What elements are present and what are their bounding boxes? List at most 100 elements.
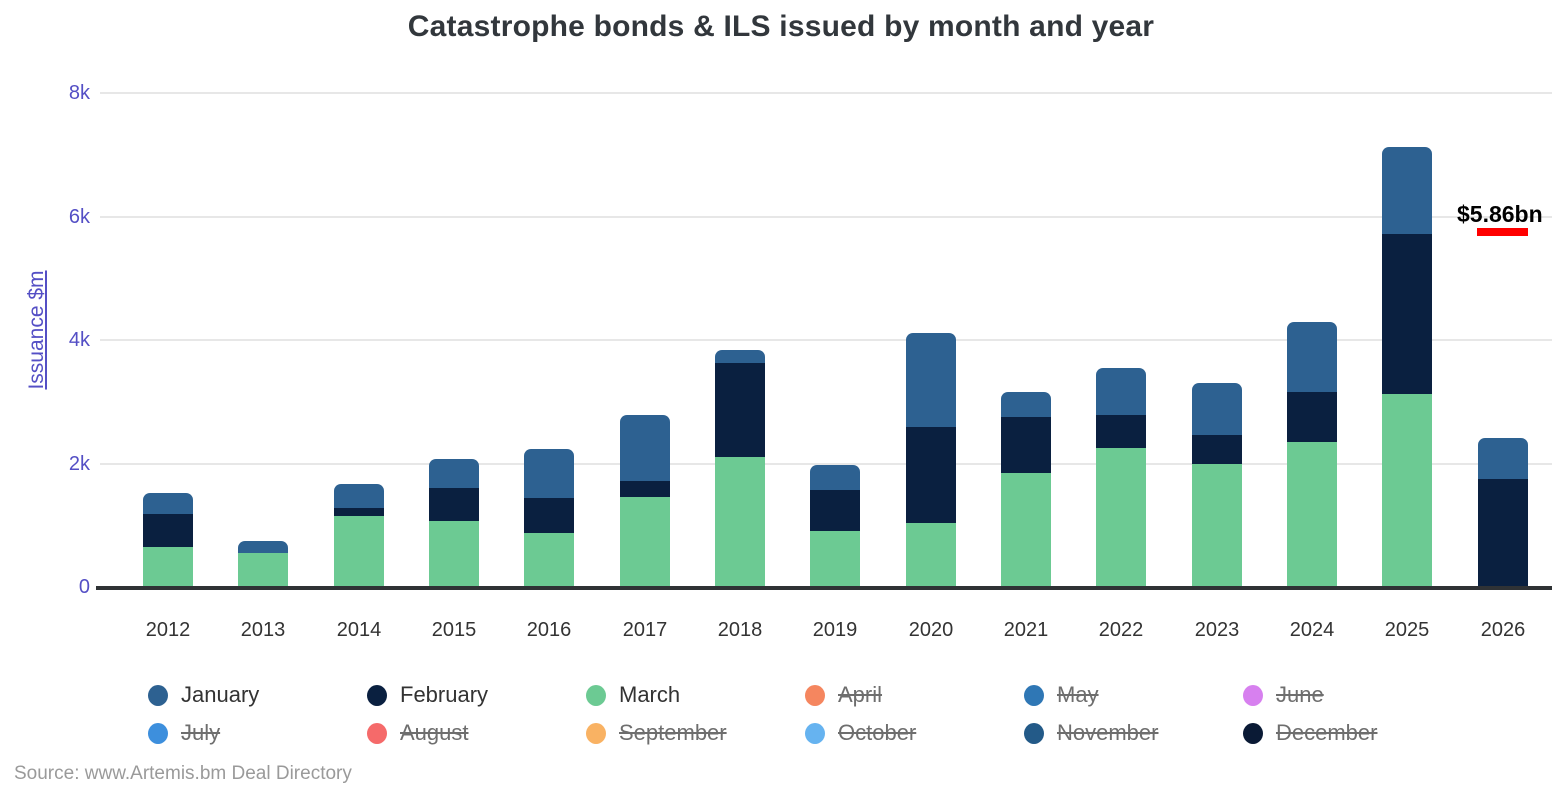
- legend-item-july[interactable]: July: [148, 718, 220, 748]
- x-axis-label-2015: 2015: [431, 619, 477, 641]
- bar-segment-february-2017[interactable]: [620, 481, 670, 497]
- bar-segment-february-2014[interactable]: [334, 508, 384, 516]
- x-axis-label-2012: 2012: [145, 619, 191, 641]
- legend-label: February: [400, 682, 489, 707]
- bar-segment-february-2019[interactable]: [810, 490, 860, 531]
- bar-segment-january-2013[interactable]: [238, 541, 288, 553]
- bar-segment-march-2015[interactable]: [429, 521, 479, 587]
- bar-segment-january-2018[interactable]: [715, 350, 765, 363]
- legend-item-february[interactable]: February: [367, 680, 488, 710]
- legend-swatch-december: [1243, 722, 1263, 744]
- gridline: [100, 92, 1552, 94]
- bar-segment-january-2022[interactable]: [1096, 368, 1146, 415]
- bar-segment-march-2016[interactable]: [524, 533, 574, 587]
- legend-label: April: [838, 682, 883, 707]
- bar-segment-march-2012[interactable]: [143, 547, 193, 587]
- legend-item-june[interactable]: June: [1243, 680, 1324, 710]
- x-axis-label-2024: 2024: [1289, 619, 1335, 641]
- legend-label: November: [1057, 720, 1159, 745]
- bar-segment-march-2014[interactable]: [334, 516, 384, 587]
- legend-item-november[interactable]: November: [1024, 718, 1158, 748]
- legend-swatch-february: [367, 684, 387, 706]
- bar-segment-february-2020[interactable]: [906, 427, 956, 523]
- legend-item-august[interactable]: August: [367, 718, 469, 748]
- bar-segment-february-2023[interactable]: [1192, 435, 1242, 464]
- x-axis-label-2026: 2026: [1480, 619, 1526, 641]
- bar-segment-january-2025[interactable]: [1382, 147, 1432, 234]
- bar-segment-march-2020[interactable]: [906, 523, 956, 587]
- y-axis-title: Issuance $m: [25, 270, 48, 390]
- bar-segment-march-2023[interactable]: [1192, 464, 1242, 587]
- x-axis-label-2013: 2013: [240, 619, 286, 641]
- x-axis-label-2021: 2021: [1003, 619, 1049, 641]
- bar-segment-january-2021[interactable]: [1001, 392, 1051, 417]
- y-axis-tick-label: 8k: [68, 82, 90, 104]
- bar-segment-march-2019[interactable]: [810, 531, 860, 587]
- bar-segment-february-2025[interactable]: [1382, 234, 1432, 394]
- legend-label: August: [400, 720, 469, 745]
- bar-segment-march-2018[interactable]: [715, 457, 765, 587]
- legend-item-december[interactable]: December: [1243, 718, 1377, 748]
- bar-segment-january-2016[interactable]: [524, 449, 574, 498]
- bar-segment-january-2012[interactable]: [143, 493, 193, 514]
- x-axis-line: [96, 586, 1552, 590]
- legend-item-september[interactable]: September: [586, 718, 727, 748]
- legend-item-march[interactable]: March: [586, 680, 680, 710]
- legend-swatch-march: [586, 684, 606, 706]
- legend-swatch-april: [805, 684, 825, 706]
- legend-item-april[interactable]: April: [805, 680, 882, 710]
- legend-label: March: [619, 682, 681, 707]
- bar-segment-march-2022[interactable]: [1096, 448, 1146, 587]
- bar-segment-february-2012[interactable]: [143, 514, 193, 547]
- x-axis-label-2019: 2019: [812, 619, 858, 641]
- bar-segment-january-2024[interactable]: [1287, 322, 1337, 392]
- bar-segment-march-2021[interactable]: [1001, 473, 1051, 587]
- bar-segment-march-2013[interactable]: [238, 553, 288, 587]
- legend-label: December: [1276, 720, 1378, 745]
- bar-segment-january-2017[interactable]: [620, 415, 670, 481]
- legend-item-may[interactable]: May: [1024, 680, 1099, 710]
- x-axis-label-2020: 2020: [908, 619, 954, 641]
- bar-segment-february-2021[interactable]: [1001, 417, 1051, 473]
- x-axis-label-2022: 2022: [1098, 619, 1144, 641]
- bar-segment-february-2024[interactable]: [1287, 392, 1337, 442]
- legend-label: January: [181, 682, 260, 707]
- gridline: [100, 339, 1552, 341]
- bar-segment-january-2015[interactable]: [429, 459, 479, 488]
- legend-swatch-january: [148, 684, 168, 706]
- gridline: [100, 216, 1552, 218]
- x-axis-label-2025: 2025: [1384, 619, 1430, 641]
- legend-label: June: [1276, 682, 1324, 707]
- bar-segment-january-2023[interactable]: [1192, 383, 1242, 435]
- legend-label: September: [619, 720, 727, 745]
- bar-segment-february-2016[interactable]: [524, 498, 574, 533]
- x-axis-label-2016: 2016: [526, 619, 572, 641]
- legend-item-january[interactable]: January: [148, 680, 259, 710]
- bar-segment-february-2026[interactable]: [1478, 479, 1528, 587]
- bar-segment-february-2018[interactable]: [715, 363, 765, 457]
- x-axis-label-2018: 2018: [717, 619, 763, 641]
- annotation-underline-mark: [1477, 228, 1528, 236]
- bar-segment-february-2022[interactable]: [1096, 415, 1146, 448]
- bar-segment-january-2026[interactable]: [1478, 438, 1528, 479]
- bar-segment-january-2019[interactable]: [810, 465, 860, 490]
- annotation-value: $5.86bn: [1457, 201, 1543, 227]
- y-axis-tick-label: 0: [78, 576, 90, 598]
- legend-label: October: [838, 720, 917, 745]
- bar-segment-march-2017[interactable]: [620, 497, 670, 587]
- source-credit: Source: www.Artemis.bm Deal Directory: [14, 763, 352, 784]
- x-axis-label-2023: 2023: [1194, 619, 1240, 641]
- chart-title: Catastrophe bonds & ILS issued by month …: [407, 10, 1155, 43]
- bar-segment-march-2024[interactable]: [1287, 442, 1337, 587]
- y-axis-tick-label: 6k: [68, 206, 90, 228]
- legend-label: May: [1057, 682, 1099, 707]
- legend-item-october[interactable]: October: [805, 718, 916, 748]
- legend-swatch-june: [1243, 684, 1263, 706]
- bar-segment-march-2025[interactable]: [1382, 394, 1432, 587]
- bar-segment-january-2020[interactable]: [906, 333, 956, 427]
- bar-segment-january-2014[interactable]: [334, 484, 384, 508]
- bar-segment-february-2015[interactable]: [429, 488, 479, 521]
- x-axis-label-2014: 2014: [336, 619, 382, 641]
- y-axis-tick-label: 4k: [68, 329, 90, 351]
